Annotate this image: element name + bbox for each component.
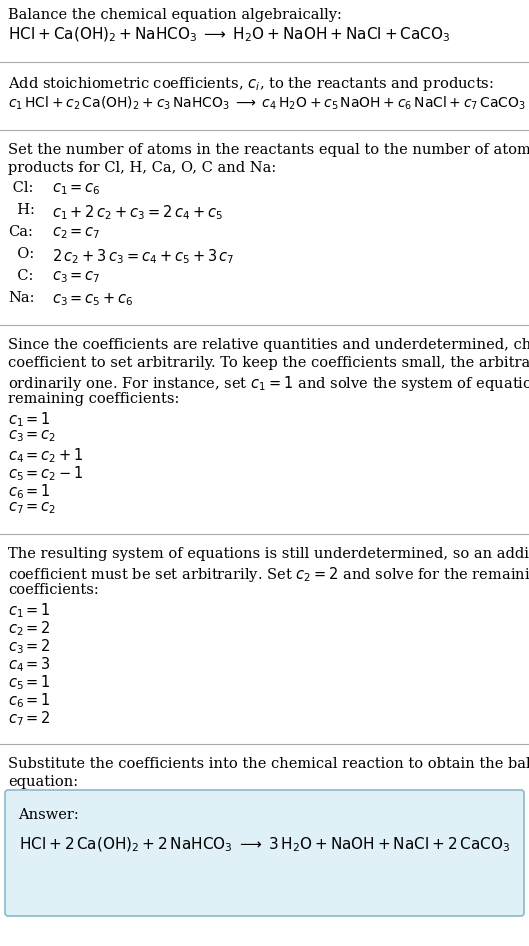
Text: $c_6 = 1$: $c_6 = 1$: [8, 482, 51, 500]
Text: Na:: Na:: [8, 291, 34, 305]
Text: $c_6 = 1$: $c_6 = 1$: [8, 691, 51, 710]
Text: $c_1 = 1$: $c_1 = 1$: [8, 410, 51, 429]
Text: Cl:: Cl:: [8, 181, 33, 195]
Text: coefficient to set arbitrarily. To keep the coefficients small, the arbitrary va: coefficient to set arbitrarily. To keep …: [8, 356, 529, 370]
Text: $c_4 = 3$: $c_4 = 3$: [8, 655, 51, 674]
Text: Ca:: Ca:: [8, 225, 33, 239]
Text: $c_1 = 1$: $c_1 = 1$: [8, 601, 51, 620]
Text: $c_3 = c_7$: $c_3 = c_7$: [52, 269, 101, 285]
Text: Substitute the coefficients into the chemical reaction to obtain the balanced: Substitute the coefficients into the che…: [8, 757, 529, 771]
Text: $c_3 = c_2$: $c_3 = c_2$: [8, 428, 57, 444]
Text: Set the number of atoms in the reactants equal to the number of atoms in the: Set the number of atoms in the reactants…: [8, 143, 529, 157]
Text: $c_1 + 2\,c_2 + c_3 = 2\,c_4 + c_5$: $c_1 + 2\,c_2 + c_3 = 2\,c_4 + c_5$: [52, 203, 223, 221]
Text: $c_2 = c_7$: $c_2 = c_7$: [52, 225, 101, 240]
Text: Answer:: Answer:: [18, 808, 79, 822]
Text: Add stoichiometric coefficients, $c_i$, to the reactants and products:: Add stoichiometric coefficients, $c_i$, …: [8, 75, 494, 93]
Text: $c_3 = c_5 + c_6$: $c_3 = c_5 + c_6$: [52, 291, 134, 307]
Text: coefficient must be set arbitrarily. Set $c_2 = 2$ and solve for the remaining: coefficient must be set arbitrarily. Set…: [8, 565, 529, 584]
Text: Since the coefficients are relative quantities and underdetermined, choose a: Since the coefficients are relative quan…: [8, 338, 529, 352]
Text: O:: O:: [8, 247, 34, 261]
Text: $c_3 = 2$: $c_3 = 2$: [8, 637, 51, 656]
Text: coefficients:: coefficients:: [8, 583, 99, 597]
Text: equation:: equation:: [8, 775, 78, 789]
Text: $c_5 = 1$: $c_5 = 1$: [8, 673, 51, 692]
Text: $\mathrm{HCl + Ca(OH)_2 + NaHCO_3 \;\longrightarrow\; H_2O + NaOH + NaCl + CaCO_: $\mathrm{HCl + Ca(OH)_2 + NaHCO_3 \;\lon…: [8, 26, 451, 44]
Text: products for Cl, H, Ca, O, C and Na:: products for Cl, H, Ca, O, C and Na:: [8, 161, 276, 175]
Text: $c_5 = c_2 - 1$: $c_5 = c_2 - 1$: [8, 464, 84, 482]
Text: The resulting system of equations is still underdetermined, so an additional: The resulting system of equations is sti…: [8, 547, 529, 561]
Text: $c_1 = c_6$: $c_1 = c_6$: [52, 181, 101, 197]
FancyBboxPatch shape: [5, 790, 524, 916]
Text: C:: C:: [8, 269, 33, 283]
Text: $c_7 = 2$: $c_7 = 2$: [8, 709, 51, 727]
Text: $c_2 = 2$: $c_2 = 2$: [8, 619, 51, 638]
Text: $c_4 = c_2 + 1$: $c_4 = c_2 + 1$: [8, 446, 84, 464]
Text: $c_7 = c_2$: $c_7 = c_2$: [8, 500, 57, 516]
Text: ordinarily one. For instance, set $c_1 = 1$ and solve the system of equations fo: ordinarily one. For instance, set $c_1 =…: [8, 374, 529, 393]
Text: $2\,c_2 + 3\,c_3 = c_4 + c_5 + 3\,c_7$: $2\,c_2 + 3\,c_3 = c_4 + c_5 + 3\,c_7$: [52, 247, 234, 266]
Text: $\mathrm{HCl + 2\,Ca(OH)_2 + 2\,NaHCO_3 \;\longrightarrow\; 3\,H_2O + NaOH + NaC: $\mathrm{HCl + 2\,Ca(OH)_2 + 2\,NaHCO_3 …: [19, 836, 510, 854]
Text: $c_1\,\mathrm{HCl} + c_2\,\mathrm{Ca(OH)_2} + c_3\,\mathrm{NaHCO_3} \;\longright: $c_1\,\mathrm{HCl} + c_2\,\mathrm{Ca(OH)…: [8, 95, 526, 113]
Text: Balance the chemical equation algebraically:: Balance the chemical equation algebraica…: [8, 8, 342, 22]
Text: remaining coefficients:: remaining coefficients:: [8, 392, 179, 406]
Text: H:: H:: [8, 203, 35, 217]
